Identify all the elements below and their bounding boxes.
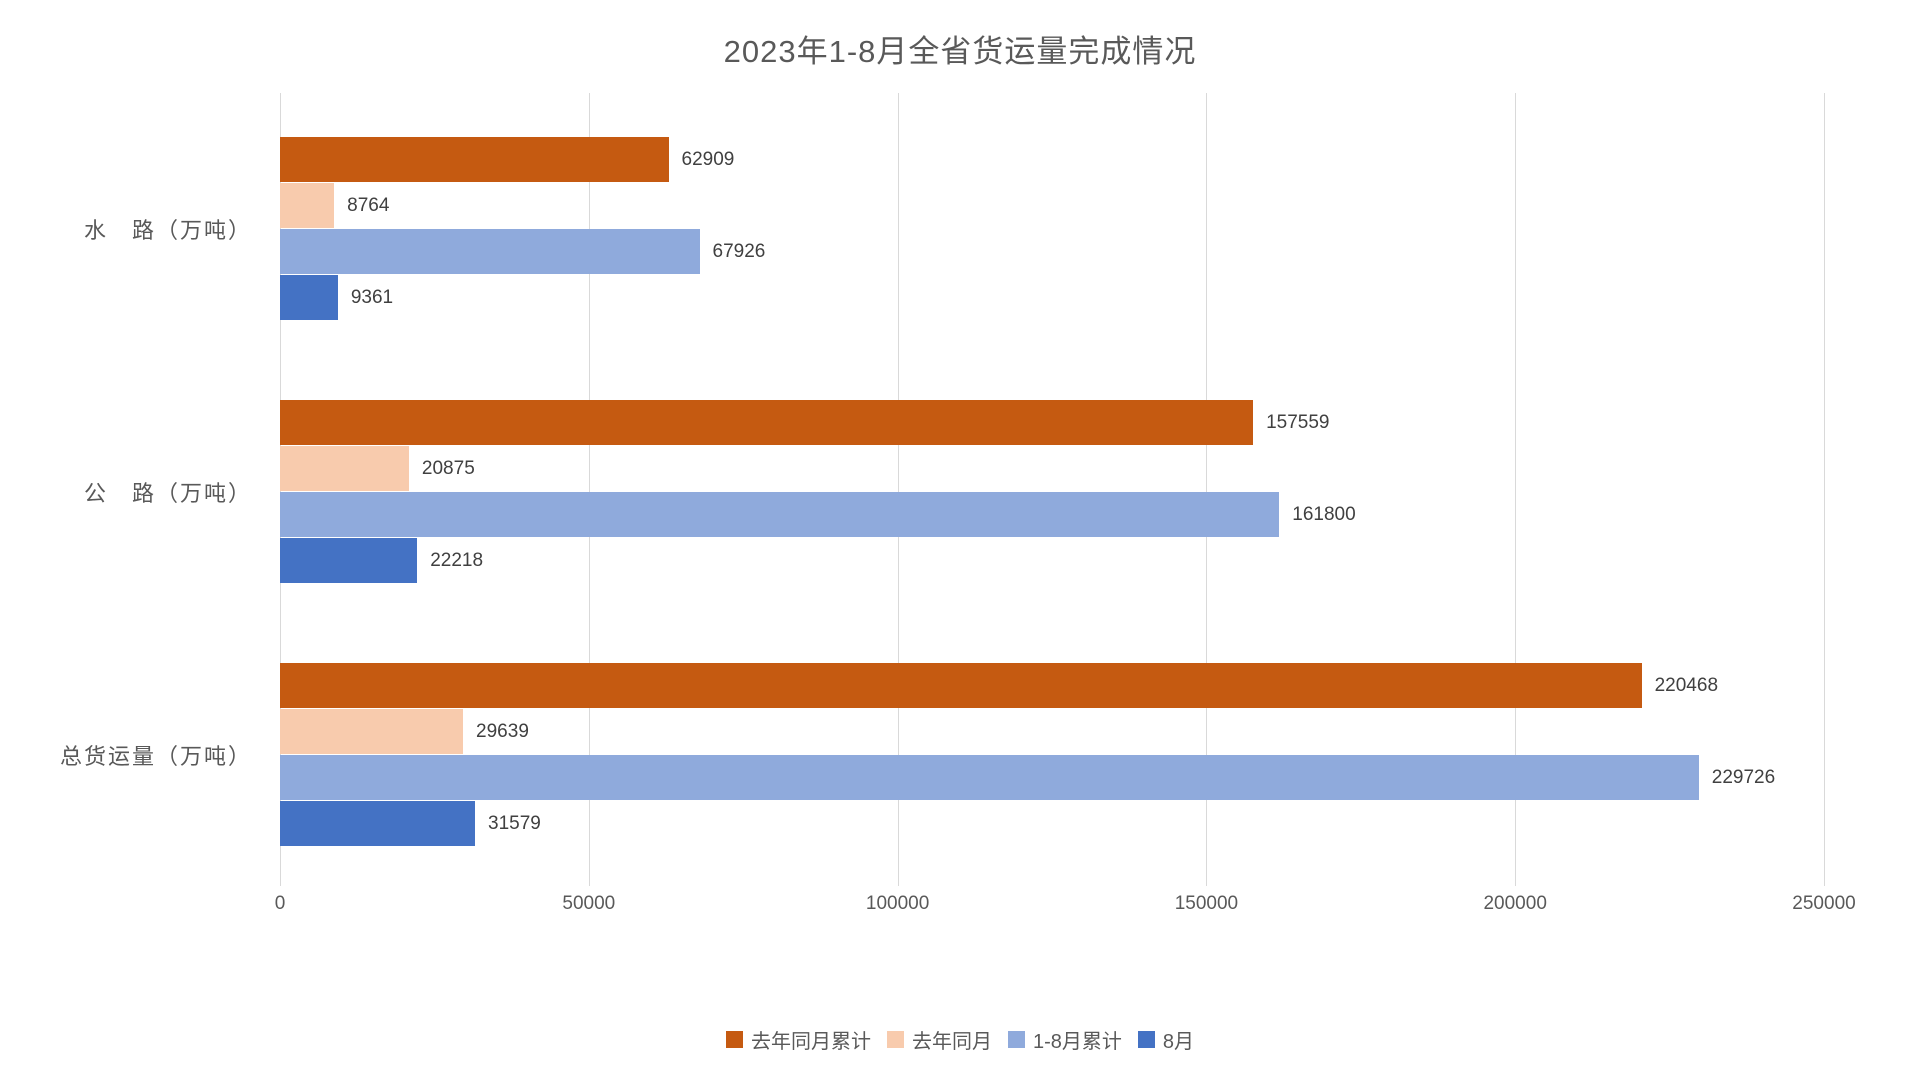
bar bbox=[280, 137, 669, 182]
category-label: 公 路（万吨） bbox=[83, 480, 252, 506]
legend-item: 去年同月累计 bbox=[725, 1025, 871, 1054]
bar bbox=[280, 446, 409, 491]
bar-value-label: 161800 bbox=[1292, 503, 1356, 525]
bar bbox=[280, 755, 1699, 800]
category-label: 总货运量（万吨） bbox=[59, 743, 252, 769]
legend-label: 1-8月累计 bbox=[1032, 1030, 1122, 1053]
legend-label: 8月 bbox=[1162, 1030, 1195, 1053]
gridline bbox=[588, 93, 590, 886]
y-axis-category-labels: 水 路（万吨） 公 路（万吨） 总货运量（万吨） bbox=[0, 97, 266, 886]
legend-swatch bbox=[1007, 1030, 1025, 1048]
legend-item: 去年同月 bbox=[886, 1025, 992, 1054]
bar-value-label: 31579 bbox=[488, 812, 541, 834]
legend-swatch bbox=[1137, 1030, 1155, 1048]
bar bbox=[280, 400, 1254, 445]
bar bbox=[280, 709, 464, 754]
x-tick-label: 200000 bbox=[1483, 893, 1547, 914]
bar bbox=[280, 183, 335, 228]
x-axis-tick-labels: 0 50000 100000 150000 200000 250000 bbox=[275, 893, 1856, 923]
gridline bbox=[897, 93, 899, 886]
x-tick-label: 250000 bbox=[1792, 893, 1856, 914]
legend-label: 去年同月 bbox=[911, 1030, 992, 1053]
plot-area: 62909 8764 67926 9361 157559 20875 161800 22218… bbox=[280, 93, 1825, 886]
bar bbox=[280, 801, 476, 846]
gridline bbox=[1515, 93, 1517, 886]
x-tick-label: 150000 bbox=[1174, 893, 1239, 914]
bar-value-label: 229726 bbox=[1711, 766, 1776, 788]
legend-swatch bbox=[725, 1030, 743, 1048]
legend: 去年同月累计 去年同月 1-8月累计 8月 bbox=[0, 1022, 1920, 1056]
bar bbox=[280, 229, 700, 274]
bar bbox=[280, 492, 1280, 537]
bar-value-label: 8764 bbox=[347, 194, 390, 216]
bar-value-label: 67926 bbox=[712, 240, 766, 262]
bar-value-label: 20875 bbox=[421, 457, 475, 479]
bar-value-label: 157559 bbox=[1266, 411, 1330, 433]
legend-swatch bbox=[886, 1030, 904, 1048]
bar bbox=[280, 275, 338, 320]
bar-value-label: 62909 bbox=[681, 148, 735, 170]
legend-item: 1-8月累计 bbox=[1007, 1025, 1122, 1054]
gridline bbox=[1206, 93, 1208, 886]
bar-value-label: 22218 bbox=[430, 549, 484, 571]
chart-title: 2023年1-8月全省货运量完成情况 bbox=[723, 34, 1197, 69]
x-tick-label: 50000 bbox=[562, 893, 616, 914]
gridline bbox=[1824, 93, 1825, 886]
category-label: 水 路（万吨） bbox=[83, 217, 252, 243]
bar-value-label: 9361 bbox=[350, 286, 394, 308]
legend-item: 8月 bbox=[1137, 1025, 1195, 1054]
x-tick-label: 100000 bbox=[865, 893, 930, 914]
x-tick-label: 0 bbox=[274, 893, 286, 914]
bar bbox=[280, 663, 1642, 708]
legend-label: 去年同月累计 bbox=[750, 1030, 871, 1053]
bar-value-label: 29639 bbox=[476, 720, 529, 742]
bar bbox=[280, 538, 418, 583]
bar-value-label: 220468 bbox=[1654, 674, 1719, 696]
